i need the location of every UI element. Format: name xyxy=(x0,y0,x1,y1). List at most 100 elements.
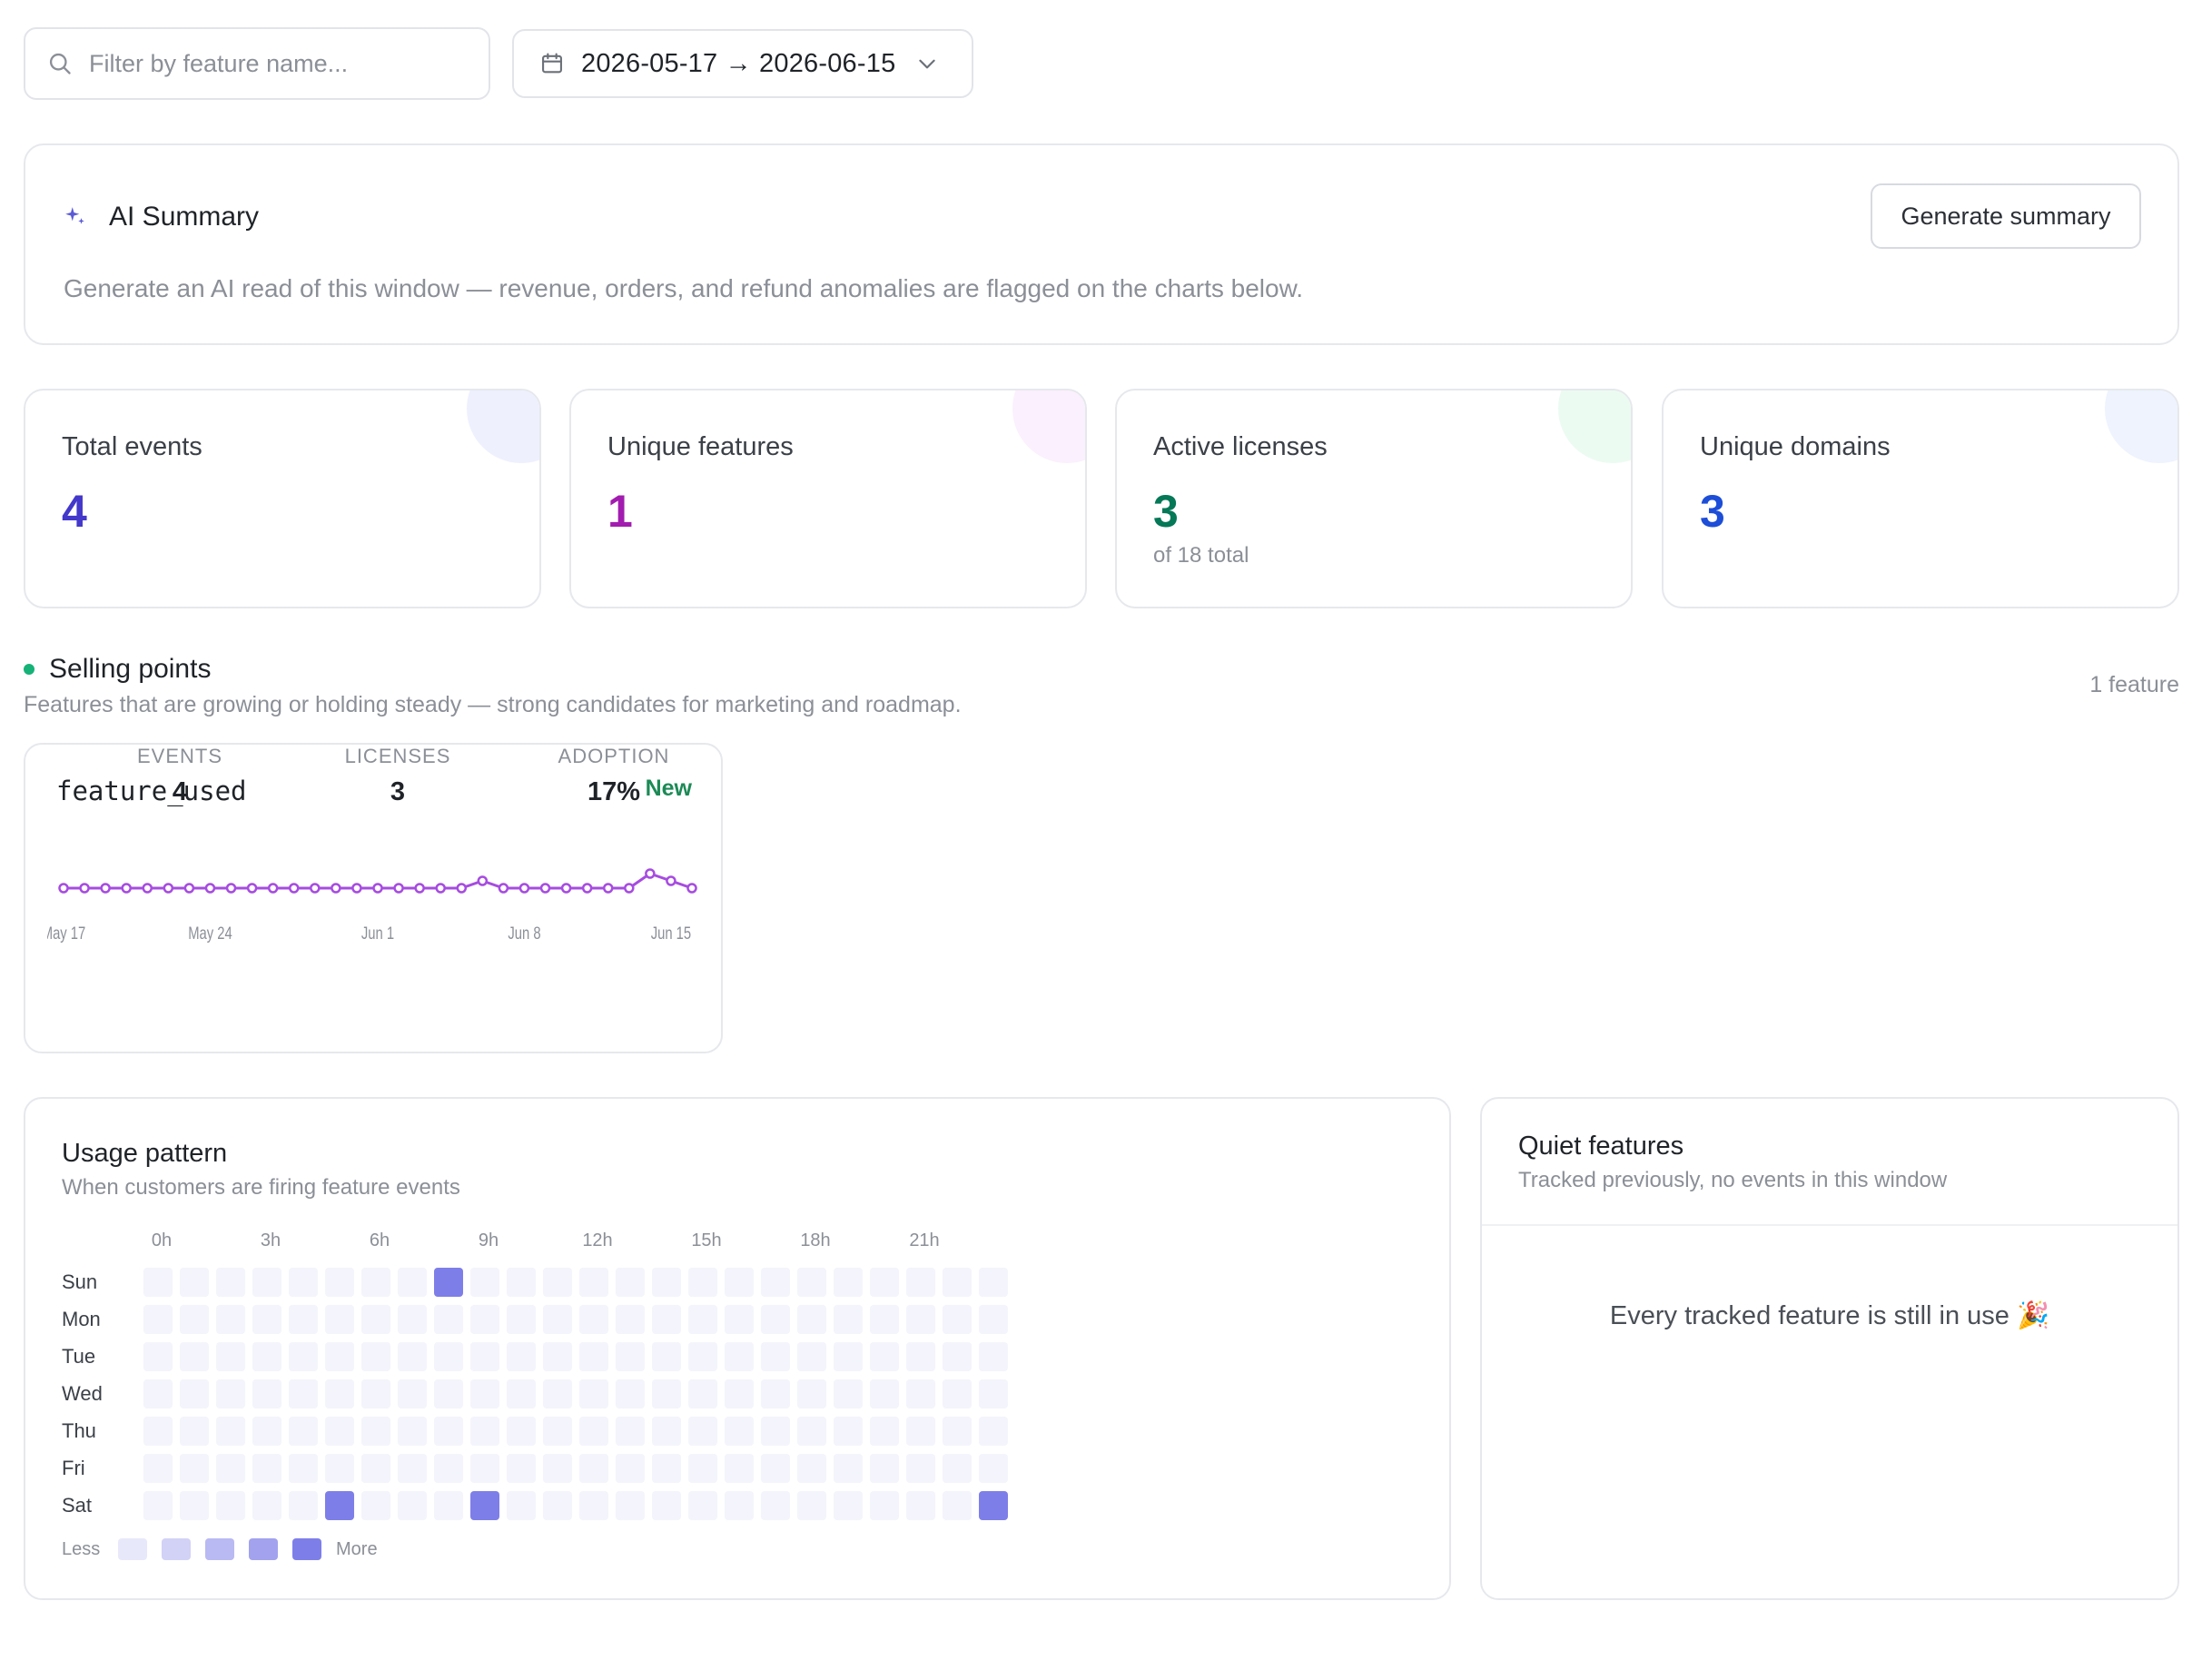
heatmap-cell[interactable] xyxy=(579,1268,608,1297)
heatmap-cell[interactable] xyxy=(470,1491,499,1520)
heatmap-cell[interactable] xyxy=(943,1491,972,1520)
heatmap-cell[interactable] xyxy=(761,1454,790,1483)
sparkline-point[interactable] xyxy=(310,883,321,894)
heatmap-cell[interactable] xyxy=(797,1454,826,1483)
heatmap-cell[interactable] xyxy=(761,1379,790,1408)
heatmap-cell[interactable] xyxy=(216,1379,245,1408)
heatmap-cell[interactable] xyxy=(834,1268,863,1297)
heatmap-cell[interactable] xyxy=(761,1417,790,1446)
heatmap-cell[interactable] xyxy=(289,1379,318,1408)
heatmap-cell[interactable] xyxy=(470,1268,499,1297)
heatmap-cell[interactable] xyxy=(616,1417,645,1446)
heatmap-cell[interactable] xyxy=(579,1417,608,1446)
heatmap-cell[interactable] xyxy=(507,1491,536,1520)
heatmap-cell[interactable] xyxy=(943,1268,972,1297)
heatmap-cell[interactable] xyxy=(906,1305,935,1334)
heatmap-cell[interactable] xyxy=(797,1342,826,1371)
sparkline-point[interactable] xyxy=(183,883,195,894)
heatmap-cell[interactable] xyxy=(252,1417,281,1446)
heatmap-cell[interactable] xyxy=(434,1417,463,1446)
heatmap-cell[interactable] xyxy=(470,1417,499,1446)
heatmap-cell[interactable] xyxy=(361,1379,390,1408)
heatmap-cell[interactable] xyxy=(216,1342,245,1371)
heatmap-cell[interactable] xyxy=(834,1417,863,1446)
heatmap-cell[interactable] xyxy=(325,1417,354,1446)
sparkline-point[interactable] xyxy=(100,883,111,894)
heatmap-cell[interactable] xyxy=(761,1305,790,1334)
heatmap-cell[interactable] xyxy=(325,1268,354,1297)
sparkline-point[interactable] xyxy=(393,883,404,894)
heatmap-cell[interactable] xyxy=(180,1491,209,1520)
heatmap-cell[interactable] xyxy=(725,1305,754,1334)
heatmap-cell[interactable] xyxy=(216,1268,245,1297)
heatmap-cell[interactable] xyxy=(616,1268,645,1297)
heatmap-cell[interactable] xyxy=(180,1454,209,1483)
heatmap-cell[interactable] xyxy=(943,1454,972,1483)
heatmap-cell[interactable] xyxy=(979,1342,1008,1371)
heatmap-cell[interactable] xyxy=(252,1454,281,1483)
heatmap-cell[interactable] xyxy=(652,1417,681,1446)
heatmap-cell[interactable] xyxy=(616,1342,645,1371)
heatmap-cell[interactable] xyxy=(906,1379,935,1408)
heatmap-cell[interactable] xyxy=(361,1417,390,1446)
heatmap-cell[interactable] xyxy=(834,1305,863,1334)
heatmap-cell[interactable] xyxy=(180,1342,209,1371)
heatmap-cell[interactable] xyxy=(870,1379,899,1408)
heatmap-cell[interactable] xyxy=(361,1305,390,1334)
heatmap-cell[interactable] xyxy=(906,1491,935,1520)
heatmap-cell[interactable] xyxy=(361,1491,390,1520)
heatmap-cell[interactable] xyxy=(543,1305,572,1334)
heatmap-cell[interactable] xyxy=(725,1268,754,1297)
heatmap-cell[interactable] xyxy=(943,1342,972,1371)
heatmap-cell[interactable] xyxy=(870,1268,899,1297)
heatmap-cell[interactable] xyxy=(507,1417,536,1446)
heatmap-cell[interactable] xyxy=(143,1417,173,1446)
sparkline-point[interactable] xyxy=(58,883,69,894)
heatmap-cell[interactable] xyxy=(543,1379,572,1408)
heatmap-cell[interactable] xyxy=(361,1268,390,1297)
heatmap-cell[interactable] xyxy=(289,1417,318,1446)
heatmap-cell[interactable] xyxy=(616,1454,645,1483)
heatmap-cell[interactable] xyxy=(325,1454,354,1483)
heatmap-cell[interactable] xyxy=(761,1342,790,1371)
sparkline-point[interactable] xyxy=(288,883,300,894)
sparkline-point[interactable] xyxy=(498,883,509,894)
sparkline-point[interactable] xyxy=(666,875,676,886)
heatmap-cell[interactable] xyxy=(361,1342,390,1371)
heatmap-cell[interactable] xyxy=(180,1268,209,1297)
heatmap-cell[interactable] xyxy=(688,1379,717,1408)
heatmap-cell[interactable] xyxy=(180,1417,209,1446)
heatmap-cell[interactable] xyxy=(834,1454,863,1483)
heatmap-cell[interactable] xyxy=(216,1305,245,1334)
heatmap-cell[interactable] xyxy=(543,1342,572,1371)
heatmap-cell[interactable] xyxy=(325,1305,354,1334)
heatmap-cell[interactable] xyxy=(434,1491,463,1520)
heatmap-cell[interactable] xyxy=(688,1268,717,1297)
heatmap-cell[interactable] xyxy=(470,1454,499,1483)
heatmap-cell[interactable] xyxy=(361,1454,390,1483)
heatmap-cell[interactable] xyxy=(652,1342,681,1371)
heatmap-cell[interactable] xyxy=(398,1491,427,1520)
sparkline-point[interactable] xyxy=(163,883,174,894)
heatmap-cell[interactable] xyxy=(616,1305,645,1334)
sparkline-point[interactable] xyxy=(539,883,551,894)
heatmap-cell[interactable] xyxy=(834,1342,863,1371)
sparkline-point[interactable] xyxy=(225,883,237,894)
sparkline-point[interactable] xyxy=(414,883,425,894)
heatmap-cell[interactable] xyxy=(579,1491,608,1520)
heatmap-cell[interactable] xyxy=(652,1268,681,1297)
heatmap-cell[interactable] xyxy=(143,1454,173,1483)
heatmap-cell[interactable] xyxy=(252,1491,281,1520)
heatmap-cell[interactable] xyxy=(398,1379,427,1408)
heatmap-cell[interactable] xyxy=(143,1379,173,1408)
heatmap-cell[interactable] xyxy=(543,1417,572,1446)
heatmap-cell[interactable] xyxy=(761,1491,790,1520)
heatmap-cell[interactable] xyxy=(543,1454,572,1483)
heatmap-cell[interactable] xyxy=(688,1491,717,1520)
heatmap-cell[interactable] xyxy=(652,1491,681,1520)
heatmap-cell[interactable] xyxy=(398,1268,427,1297)
heatmap-cell[interactable] xyxy=(943,1379,972,1408)
heatmap-cell[interactable] xyxy=(870,1491,899,1520)
sparkline-point[interactable] xyxy=(560,883,572,894)
sparkline-point[interactable] xyxy=(518,883,530,894)
